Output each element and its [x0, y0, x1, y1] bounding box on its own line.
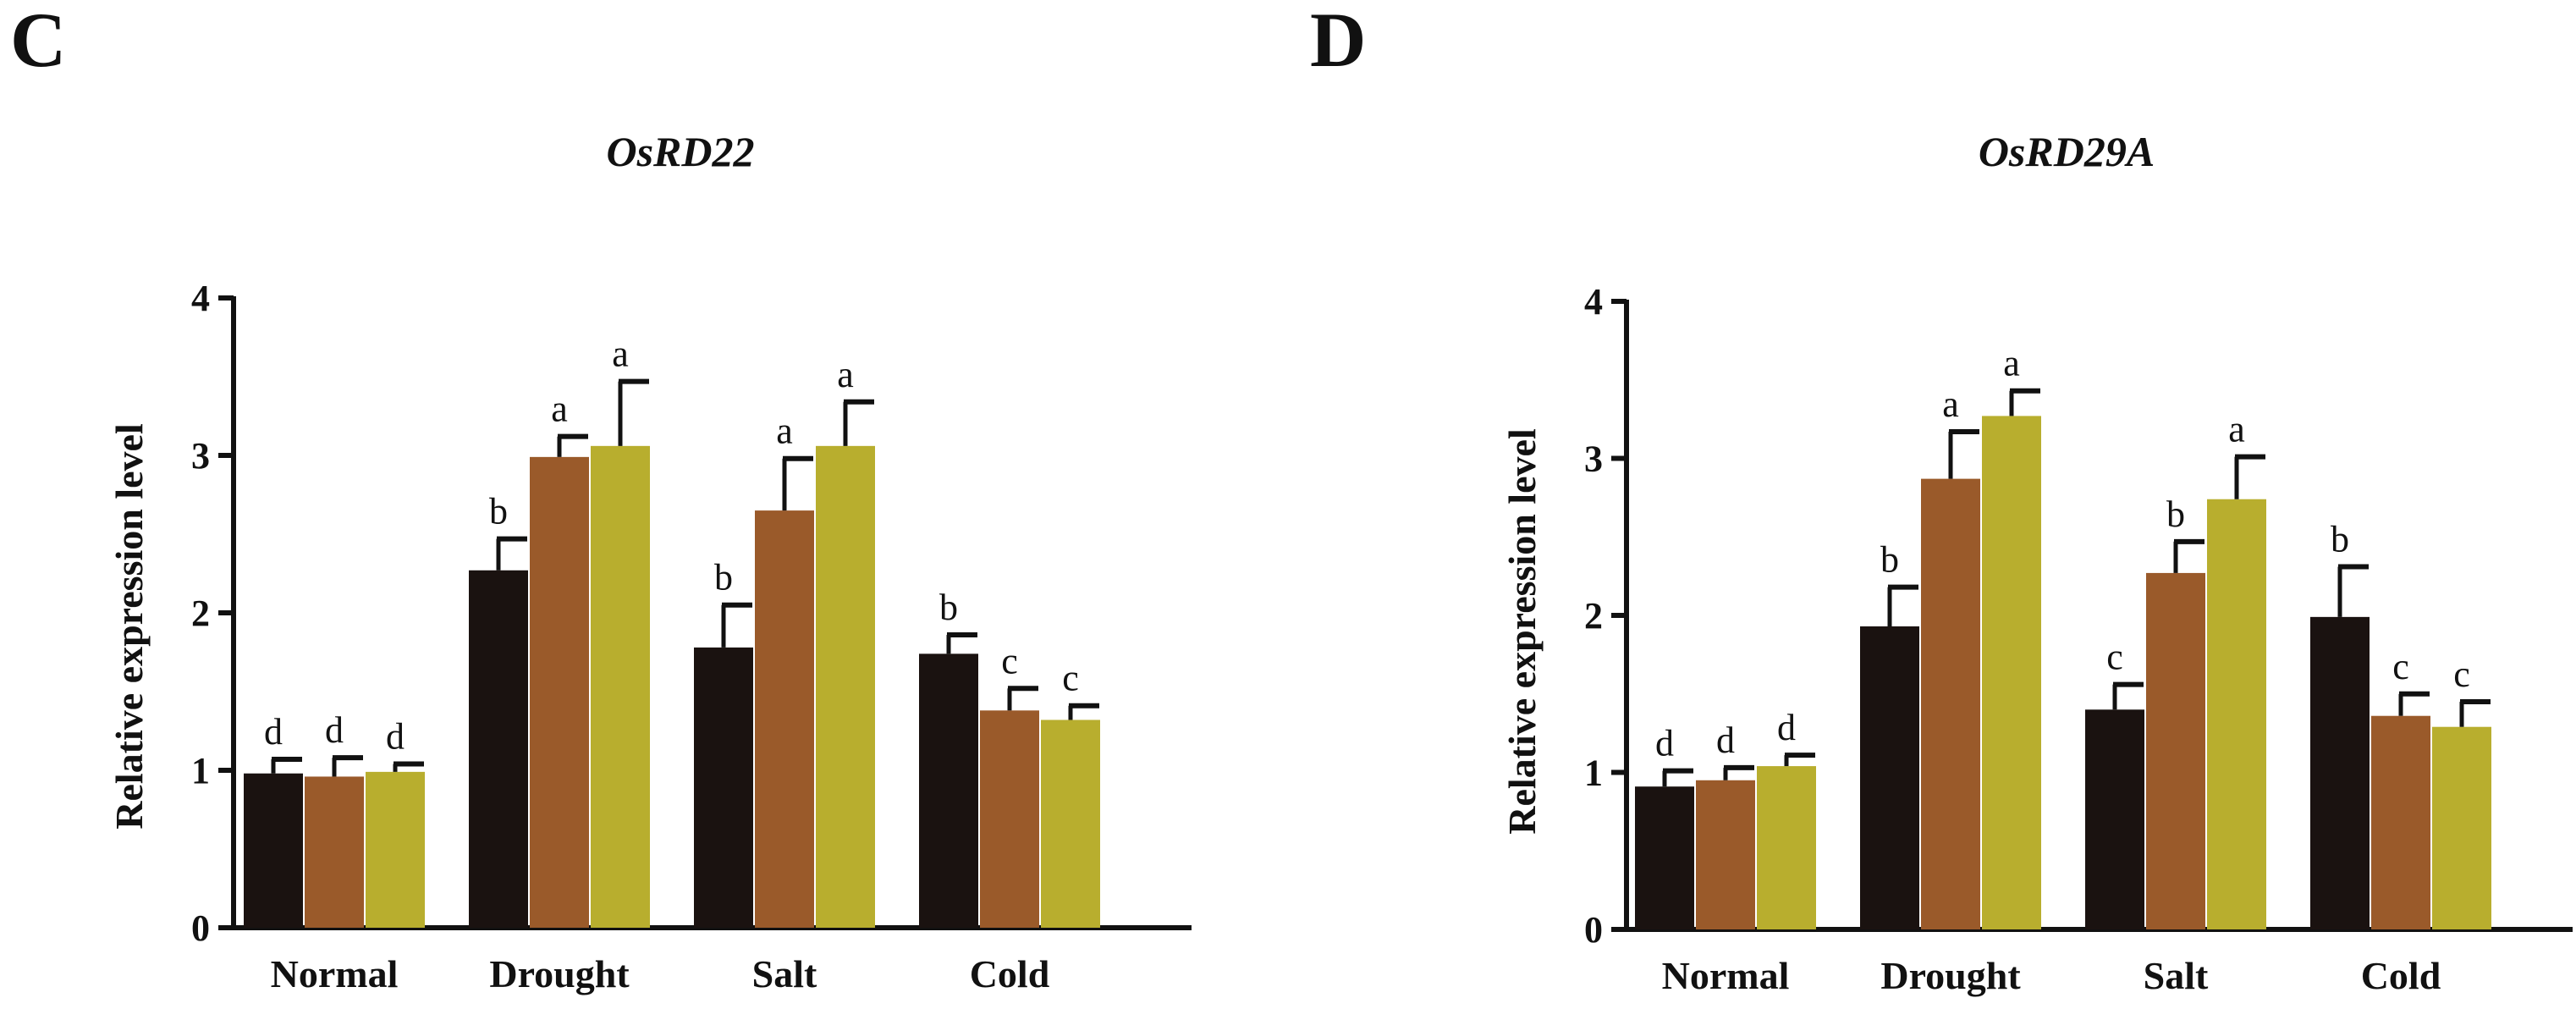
significance-letter: c: [2453, 653, 2470, 695]
significance-letter: a: [612, 334, 629, 375]
x-category-label: Salt: [752, 952, 817, 995]
bar: [816, 445, 875, 928]
y-tick-label: 4: [191, 278, 210, 319]
significance-letter: a: [776, 411, 793, 452]
x-category-label: Normal: [1662, 954, 1790, 997]
chart-title-osrd22: OsRD22: [606, 128, 754, 175]
bar: [1635, 786, 1694, 929]
significance-letter: b: [489, 491, 508, 532]
significance-letter: b: [2166, 493, 2185, 535]
y-tick-label: 2: [191, 593, 210, 634]
x-category-label: Drought: [489, 952, 630, 995]
bar: [1921, 478, 1980, 929]
significance-letter: b: [714, 557, 733, 598]
significance-letter: c: [1001, 640, 1018, 681]
x-category-label: Salt: [2144, 954, 2209, 997]
significance-letter: b: [939, 587, 958, 628]
significance-letter: b: [2331, 518, 2349, 560]
significance-letter: a: [1942, 383, 1959, 425]
y-tick-label: 0: [1584, 909, 1603, 951]
chart-title-osrd29a: OsRD29A: [1979, 128, 2155, 175]
bar: [305, 776, 364, 928]
bar: [530, 456, 589, 928]
bar: [755, 510, 814, 928]
significance-letter: d: [386, 716, 405, 758]
plot-area: 0 1 2 3 4 Normal d d d Drought b a a Salt c b a Cold b c c: [1584, 281, 2573, 997]
significance-letter: d: [1716, 720, 1735, 761]
bar: [2310, 616, 2370, 929]
significance-letter: a: [2228, 409, 2245, 450]
bar: [244, 773, 303, 928]
x-category-label: Normal: [271, 952, 399, 995]
bar: [2432, 726, 2491, 929]
y-tick-label: 1: [1584, 753, 1603, 794]
bar: [2207, 499, 2266, 929]
x-category-label: Cold: [970, 952, 1050, 995]
bar: [2085, 709, 2144, 929]
panel-letter-c: C: [10, 0, 66, 83]
bar: [2371, 715, 2430, 929]
bar: [2146, 572, 2205, 929]
bar: [1041, 720, 1100, 928]
bar: [1860, 626, 1919, 929]
y-tick-label: 0: [191, 907, 210, 949]
significance-letter: c: [1062, 658, 1079, 699]
bar: [980, 710, 1039, 928]
significance-letter: a: [2003, 343, 2020, 384]
bar: [1757, 766, 1816, 929]
significance-letter: a: [551, 389, 568, 430]
panel-letter-d: D: [1310, 0, 1366, 83]
y-tick-label: 3: [1584, 438, 1603, 480]
significance-letter: b: [1880, 539, 1899, 581]
x-category-label: Cold: [2361, 954, 2441, 997]
bar: [694, 647, 753, 928]
chart-panel-d: D OsRD29A Relative expression level 0 1 2 3…: [1310, 0, 2573, 997]
significance-letter: d: [1777, 707, 1796, 748]
y-axis-label: Relative expression level: [1500, 428, 1544, 835]
significance-letter: c: [2106, 637, 2123, 678]
y-axis-label: Relative expression level: [107, 423, 151, 830]
x-category-label: Drought: [1880, 954, 2021, 997]
significance-letter: d: [325, 709, 344, 751]
bar: [919, 653, 978, 928]
bar: [469, 570, 528, 928]
y-tick-label: 3: [191, 435, 210, 477]
significance-letter: c: [2392, 646, 2409, 687]
significance-letter: d: [1655, 723, 1674, 764]
significance-letter: d: [264, 711, 283, 753]
bar: [366, 771, 425, 928]
y-tick-label: 4: [1584, 281, 1603, 323]
y-tick-label: 1: [191, 750, 210, 791]
significance-letter: a: [837, 354, 854, 395]
y-tick-label: 2: [1584, 595, 1603, 637]
chart-panel-c: C OsRD22 Relative expression level 0 1 2 3 4…: [10, 0, 1192, 995]
bar: [1982, 416, 2041, 929]
bar: [591, 445, 650, 928]
bar: [1696, 780, 1755, 929]
